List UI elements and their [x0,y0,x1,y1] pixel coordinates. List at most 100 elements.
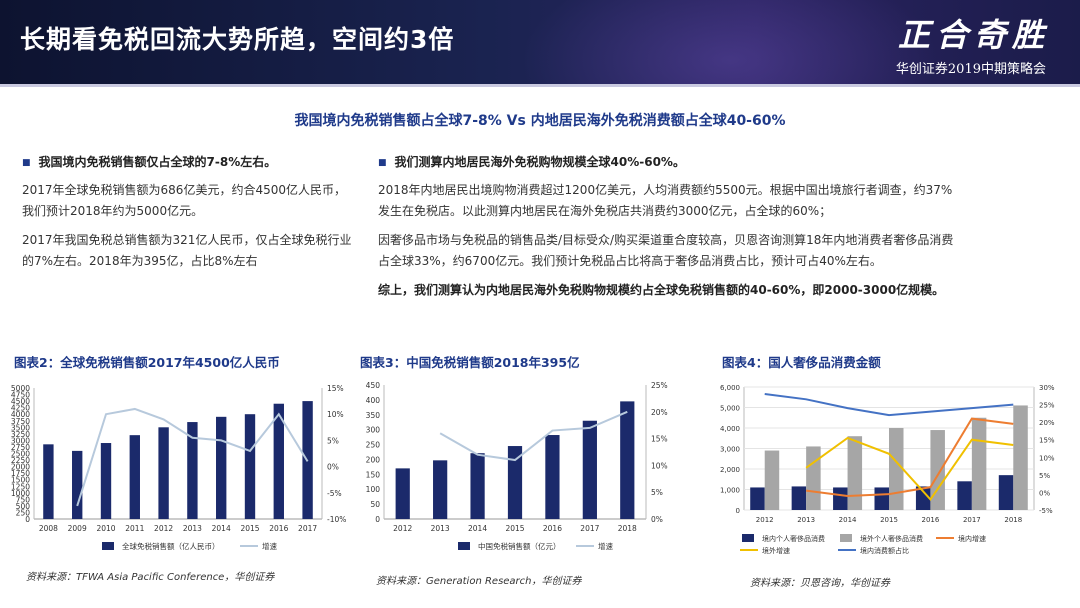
y-tick-label: 400 [366,396,381,405]
y-tick-label: 0 [736,507,740,515]
chart-2: 0 50 100 150 200 250 300 350 400 450 0% 5% 10% 15% 20%… [366,381,668,551]
x-tick-label: 2015 [505,524,524,533]
x-tick-label: 2012 [154,524,173,533]
chart-1-title: 图表2：全球免税销售额2017年4500亿人民币 [14,355,280,370]
chart-2-title: 图表3：中国免税销售额2018年395亿 [360,355,580,370]
legend-label: 境外增速 [762,546,790,555]
x-tick-label: 2017 [580,524,599,533]
y-tick-label: 1750 [11,469,30,478]
y2-tick-label: 0% [327,463,339,472]
y-tick-label: 1000 [11,489,30,498]
y-tick-label: 2,000 [720,466,740,474]
header-banner: 长期看免税回流大势所趋，空间约3倍 正合奇胜 华创证券2019中期策略会 [0,0,1080,84]
bar [957,481,972,510]
y-tick-label: 3750 [11,417,30,426]
y2-tick-label: 5% [1039,472,1050,480]
left-column: 我国境内免税销售额仅占全球的7-8%左右。 2017年全球免税销售额为686亿美… [22,152,352,280]
bar [100,443,112,519]
y-tick-label: 6,000 [720,384,740,392]
y-tick-label: 350 [366,411,381,420]
x-tick-label: 2014 [839,516,857,524]
y-tick-label: 1250 [11,482,30,491]
y2-tick-label: 20% [651,408,668,417]
legend-label: 境内增速 [958,534,986,543]
x-tick-label: 2016 [543,524,562,533]
bar [433,460,448,519]
right-paragraph-2: 因奢侈品市场与免税品的销售品类/目标受众/购买渠道重合度较高，贝恩咨询测算18年… [378,233,954,268]
bar [545,435,560,519]
chart-1-source: 资料来源：TFWA Asia Pacific Conference，华创证券 [26,572,275,583]
y2-tick-label: 0% [1039,489,1050,497]
y-tick-label: 100 [366,485,381,494]
y2-tick-label: 30% [1039,384,1055,392]
left-bullet: 我国境内免税销售额仅占全球的7-8%左右。 [22,152,352,174]
y-tick-label: 3500 [11,423,30,432]
y-tick-label: 450 [366,381,381,390]
y-tick-label: 4250 [11,404,30,413]
y-tick-label: 0 [375,515,380,524]
x-tick-label: 2009 [68,524,87,533]
right-paragraph-1: 2018年内地居民出境购物消费超过1200亿美元，人均消费额约5500元。根据中… [378,183,953,218]
y-tick-label: 50 [370,500,380,509]
legend-label: 增速 [598,541,613,551]
x-tick-label: 2017 [298,524,317,533]
y-tick-label: 200 [366,455,381,464]
bar [216,416,227,519]
series-line [764,393,1014,417]
x-tick-label: 2014 [212,524,231,533]
x-tick-label: 2012 [393,524,412,533]
legend-label: 境外个人奢侈品消费 [860,534,923,543]
y2-tick-label: 15% [1039,437,1055,445]
brand-logo: 正合奇胜 [897,16,1050,54]
bar [395,468,410,519]
y2-tick-label: 10% [1039,454,1055,462]
legend-label: 境内个人奢侈品消费 [762,534,825,543]
bar [1013,405,1028,510]
x-tick-label: 2012 [756,516,774,524]
bar [158,427,169,519]
y-tick-label: 250 [16,508,31,517]
y-tick-label: 3000 [11,436,30,445]
x-tick-label: 2013 [183,524,202,533]
series-line [805,436,1014,502]
x-tick-label: 2008 [39,524,58,533]
y-tick-label: 5000 [11,384,30,393]
x-tick-label: 2013 [431,524,450,533]
x-tick-label: 2013 [797,516,815,524]
right-column: 我们测算内地居民海外免税购物规模全球40%-60%。 2018年内地居民出境购物… [378,152,958,309]
bar [244,414,256,519]
y2-tick-label: 25% [1039,402,1055,410]
section-subtitle: 我国境内免税销售额占全球7-8% Vs 内地居民海外免税消费额占全球40-60% [294,113,786,129]
y2-tick-label: -5% [1039,507,1053,515]
y-tick-label: 4,000 [720,425,740,433]
x-tick-label: 2014 [468,524,487,533]
x-tick-label: 2011 [125,524,144,533]
bar [791,486,807,510]
header-divider [0,84,1080,87]
y-tick-label: 150 [366,470,381,479]
y-tick-label: 4000 [11,410,30,419]
bar [582,420,597,519]
y-tick-label: 2750 [11,443,30,452]
y2-tick-label: 0% [651,515,663,524]
y-tick-label: 750 [16,495,31,504]
bar [750,487,765,510]
x-tick-label: 2016 [269,524,288,533]
y2-tick-label: 5% [327,436,339,445]
y2-tick-label: 25% [651,381,668,390]
y-tick-label: 2000 [11,463,30,472]
x-tick-label: 2017 [963,516,981,524]
x-tick-label: 2010 [96,524,115,533]
left-paragraph-1: 2017年全球免税销售额为686亿美元，约合4500亿人民币，我们预计2018年… [22,183,346,218]
chart-1: 0250500750100012501500175020002250250027… [11,384,346,551]
x-tick-label: 2018 [1004,516,1022,524]
bar [971,417,987,510]
y-tick-label: 1,000 [720,487,740,495]
x-tick-label: 2015 [880,516,898,524]
legend-label: 中国免税销售额（亿元） [478,541,561,551]
page-title: 长期看免税回流大势所趋，空间约3倍 [20,25,455,54]
y-tick-label: 0 [25,515,30,524]
bar [930,430,945,510]
y-tick-label: 2500 [11,450,30,459]
y-tick-label: 4750 [11,391,30,400]
